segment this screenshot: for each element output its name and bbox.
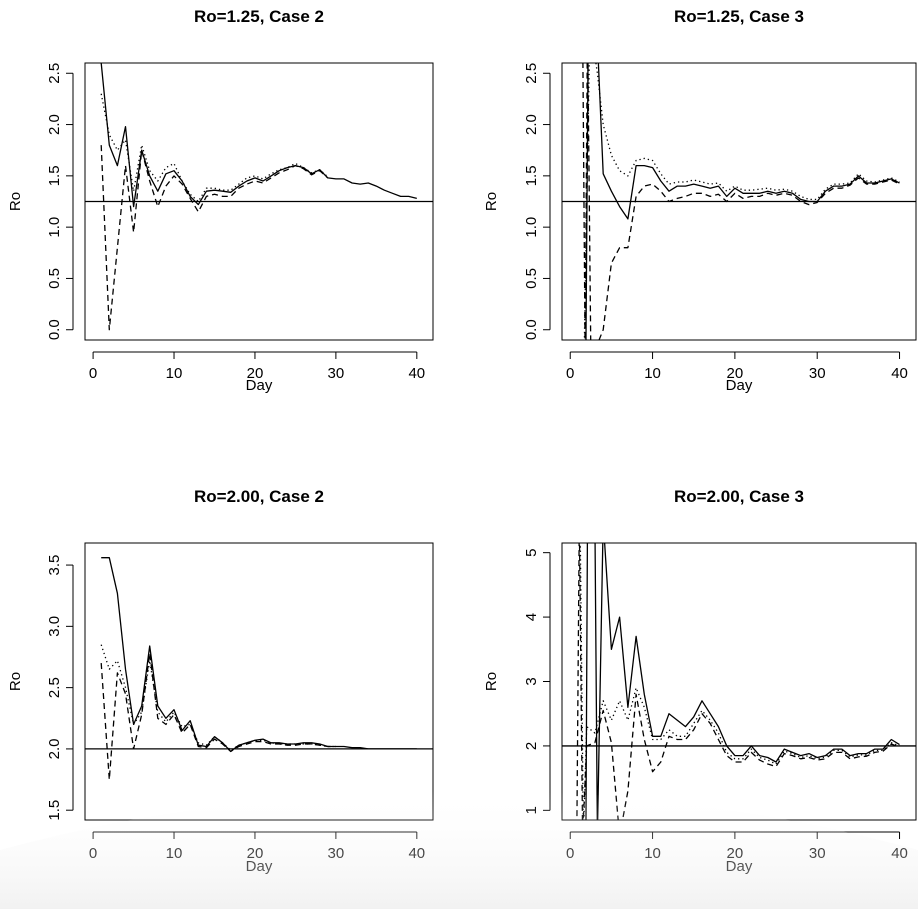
x-tick-label: 40 bbox=[891, 365, 908, 382]
y-tick-label: 1.5 bbox=[523, 165, 540, 186]
x-tick-label: 20 bbox=[727, 365, 744, 382]
y-tick-label: 0.5 bbox=[46, 268, 63, 289]
x-tick-label: 10 bbox=[644, 845, 661, 862]
x-axis-label: Day bbox=[726, 377, 753, 394]
series-line-solid bbox=[100, 63, 417, 208]
y-tick-label: 0.0 bbox=[523, 319, 540, 340]
y-tick-label: 1.5 bbox=[46, 165, 63, 186]
x-tick-label: 0 bbox=[566, 845, 574, 862]
series-line-dashed bbox=[582, 63, 900, 340]
x-tick-label: 40 bbox=[891, 845, 908, 862]
x-tick-label: 10 bbox=[644, 365, 661, 382]
y-axis-label: Ro bbox=[7, 672, 24, 691]
plot-area bbox=[85, 63, 433, 331]
x-tick-label: 0 bbox=[566, 365, 574, 382]
series-line-dashed bbox=[100, 145, 329, 331]
series-line-solid bbox=[585, 543, 900, 820]
y-tick-label: 1 bbox=[523, 806, 540, 814]
y-tick-label: 3 bbox=[523, 677, 540, 685]
series-line-solid bbox=[101, 557, 417, 753]
x-axis-label: Day bbox=[246, 858, 273, 875]
chart-panel-2: Ro=1.25, Case 3 0 10 20 30 40 0.0 0.5 1.0 1.5 2.0 2… bbox=[483, 7, 917, 394]
chart-title: Ro=2.00, Case 3 bbox=[674, 487, 804, 506]
x-tick-label: 30 bbox=[809, 845, 826, 862]
y-tick-label: 2.0 bbox=[46, 114, 63, 135]
y-tick-label: 2 bbox=[523, 742, 540, 750]
y-tick-label: 0.0 bbox=[46, 319, 63, 340]
y-axis-label: Ro bbox=[483, 192, 500, 211]
plot-area bbox=[562, 63, 916, 340]
y-axis-label: Ro bbox=[7, 192, 24, 211]
x-tick-label: 20 bbox=[247, 365, 264, 382]
series-line-dashed bbox=[100, 652, 336, 781]
series-line-dotted bbox=[583, 63, 900, 340]
series-line-dotted bbox=[100, 644, 336, 751]
x-tick-label: 30 bbox=[809, 365, 826, 382]
plot-area bbox=[562, 543, 916, 820]
y-tick-label: 0.5 bbox=[523, 268, 540, 289]
y-tick-label: 2.5 bbox=[46, 677, 63, 698]
x-tick-label: 0 bbox=[89, 365, 97, 382]
y-tick-label: 2.5 bbox=[523, 63, 540, 84]
chart-panel-3: Ro=2.00, Case 20 10 20 30 401.52.02.53.03.5D… bbox=[7, 487, 434, 875]
y-tick-label: 3.5 bbox=[46, 555, 63, 576]
y-tick-label: 4 bbox=[523, 613, 540, 621]
x-axis-label: Day bbox=[726, 858, 753, 875]
y-tick-label: 5 bbox=[523, 548, 540, 556]
chart-title: Ro=2.00, Case 2 bbox=[194, 487, 324, 506]
y-tick-label: 1.5 bbox=[46, 800, 63, 821]
y-tick-label: 1.0 bbox=[523, 217, 540, 238]
x-tick-label: 10 bbox=[166, 365, 183, 382]
chart-title: Ro=1.25, Case 3 bbox=[674, 7, 804, 26]
plot-area bbox=[85, 557, 433, 781]
x-tick-label: 10 bbox=[166, 845, 183, 862]
x-tick-label: 0 bbox=[89, 845, 97, 862]
x-tick-label: 40 bbox=[408, 365, 425, 382]
series-line-dotted bbox=[100, 93, 329, 203]
y-tick-label: 2.0 bbox=[46, 738, 63, 759]
y-tick-label: 2.0 bbox=[523, 114, 540, 135]
y-axis-label: Ro bbox=[483, 672, 500, 691]
x-tick-label: 30 bbox=[328, 365, 345, 382]
y-tick-label: 1.0 bbox=[46, 217, 63, 238]
series-line-solid bbox=[585, 63, 900, 340]
y-tick-label: 2.5 bbox=[46, 63, 63, 84]
plot-frame bbox=[84, 542, 434, 821]
series-line-dotted bbox=[579, 543, 900, 820]
x-tick-label: 40 bbox=[408, 845, 425, 862]
x-axis-label: Day bbox=[246, 377, 273, 394]
chart-panel-1: Ro=1.25, Case 2 0 10 20 30 40 0.0 0.5 1.0 1.5 2.0 2… bbox=[7, 7, 434, 394]
x-tick-label: 30 bbox=[328, 845, 345, 862]
chart-title: Ro=1.25, Case 2 bbox=[194, 7, 324, 26]
y-tick-label: 3.0 bbox=[46, 616, 63, 637]
series-line-dashed bbox=[576, 543, 900, 820]
